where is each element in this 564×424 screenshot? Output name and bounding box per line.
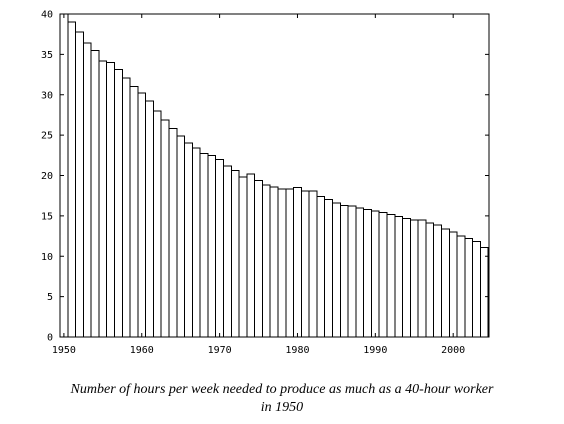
bar-1968 <box>199 153 209 338</box>
bar-2002 <box>464 237 474 338</box>
bar-1970 <box>215 158 225 338</box>
bar-1955 <box>98 60 108 338</box>
x-tick-label: 1950 <box>52 345 76 356</box>
y-tick-label: 0 <box>47 333 53 344</box>
bar-1954 <box>90 49 100 338</box>
y-tick-label: 10 <box>41 252 53 263</box>
bar-1967 <box>191 147 201 338</box>
y-tick-label: 25 <box>41 131 53 142</box>
bar-1985 <box>332 202 341 338</box>
bar-1963 <box>160 119 170 338</box>
y-tick-label: 40 <box>41 10 53 21</box>
bar-2003 <box>472 241 481 338</box>
bar-1966 <box>184 142 193 338</box>
bar-1971 <box>223 165 232 338</box>
bar-1988 <box>355 207 365 338</box>
bar-1974 <box>246 173 256 338</box>
bar-1958 <box>121 77 131 338</box>
axes-group: 0 5 10 15 20 25 30 35 40 1950 1960 1970 1980 1990 2000 <box>41 10 489 356</box>
bar-1976 <box>261 184 271 338</box>
y-tick-label: 15 <box>41 211 53 222</box>
chart-caption: Number of hours per week needed to produ… <box>0 381 564 417</box>
bar-1962 <box>152 110 162 338</box>
bar-1997 <box>425 222 435 338</box>
bar-1992 <box>386 213 396 338</box>
bar-1952 <box>75 31 84 338</box>
y-tick-label: 30 <box>41 90 53 101</box>
bars-group <box>59 13 489 338</box>
bar-1990 <box>370 210 380 338</box>
caption-line-2: in 1950 <box>260 400 304 415</box>
bar-1978 <box>277 188 287 338</box>
bar-1973 <box>238 176 248 338</box>
y-tick-label: 20 <box>41 171 53 182</box>
bar-1982 <box>308 190 318 338</box>
bar-1960 <box>137 92 147 338</box>
y-tick-label: 5 <box>47 292 53 303</box>
y-tick-label: 35 <box>41 50 53 61</box>
x-tick-label: 1970 <box>208 345 232 356</box>
bar-1991 <box>378 212 388 338</box>
bar-1956 <box>106 61 116 338</box>
bar-1994 <box>402 217 411 338</box>
bar-1961 <box>145 100 154 338</box>
bar-1996 <box>417 219 427 338</box>
bar-1989 <box>363 208 372 338</box>
bar-1964 <box>168 128 178 338</box>
bar-1959 <box>129 86 139 338</box>
bar-1953 <box>82 42 92 338</box>
bar-1979 <box>285 188 295 338</box>
bar-2000 <box>448 231 458 338</box>
bar-1957 <box>114 69 123 338</box>
bar-1998 <box>433 224 443 338</box>
x-tick-label: 2000 <box>441 345 465 356</box>
bar-1951 <box>67 21 77 338</box>
bar-2001 <box>456 235 466 338</box>
bar-1972 <box>230 170 240 338</box>
bar-1975 <box>254 179 263 338</box>
bar-2004 <box>479 246 489 338</box>
bar-1983 <box>316 196 326 338</box>
bar-1987 <box>347 205 357 338</box>
bar-1995 <box>409 219 419 338</box>
caption-line-1: Number of hours per week needed to produ… <box>70 382 494 397</box>
x-tick-label: 1990 <box>363 345 387 356</box>
bar-1977 <box>269 186 279 338</box>
bar-1999 <box>441 228 450 338</box>
bar-1980 <box>293 187 302 338</box>
bar-1993 <box>394 216 404 338</box>
bar-1986 <box>339 204 349 338</box>
x-tick-label: 1980 <box>285 345 309 356</box>
bar-1969 <box>207 154 217 338</box>
bar-1984 <box>324 199 334 338</box>
bar-1981 <box>300 190 310 338</box>
x-tick-label: 1960 <box>130 345 154 356</box>
bar-1965 <box>176 135 186 338</box>
